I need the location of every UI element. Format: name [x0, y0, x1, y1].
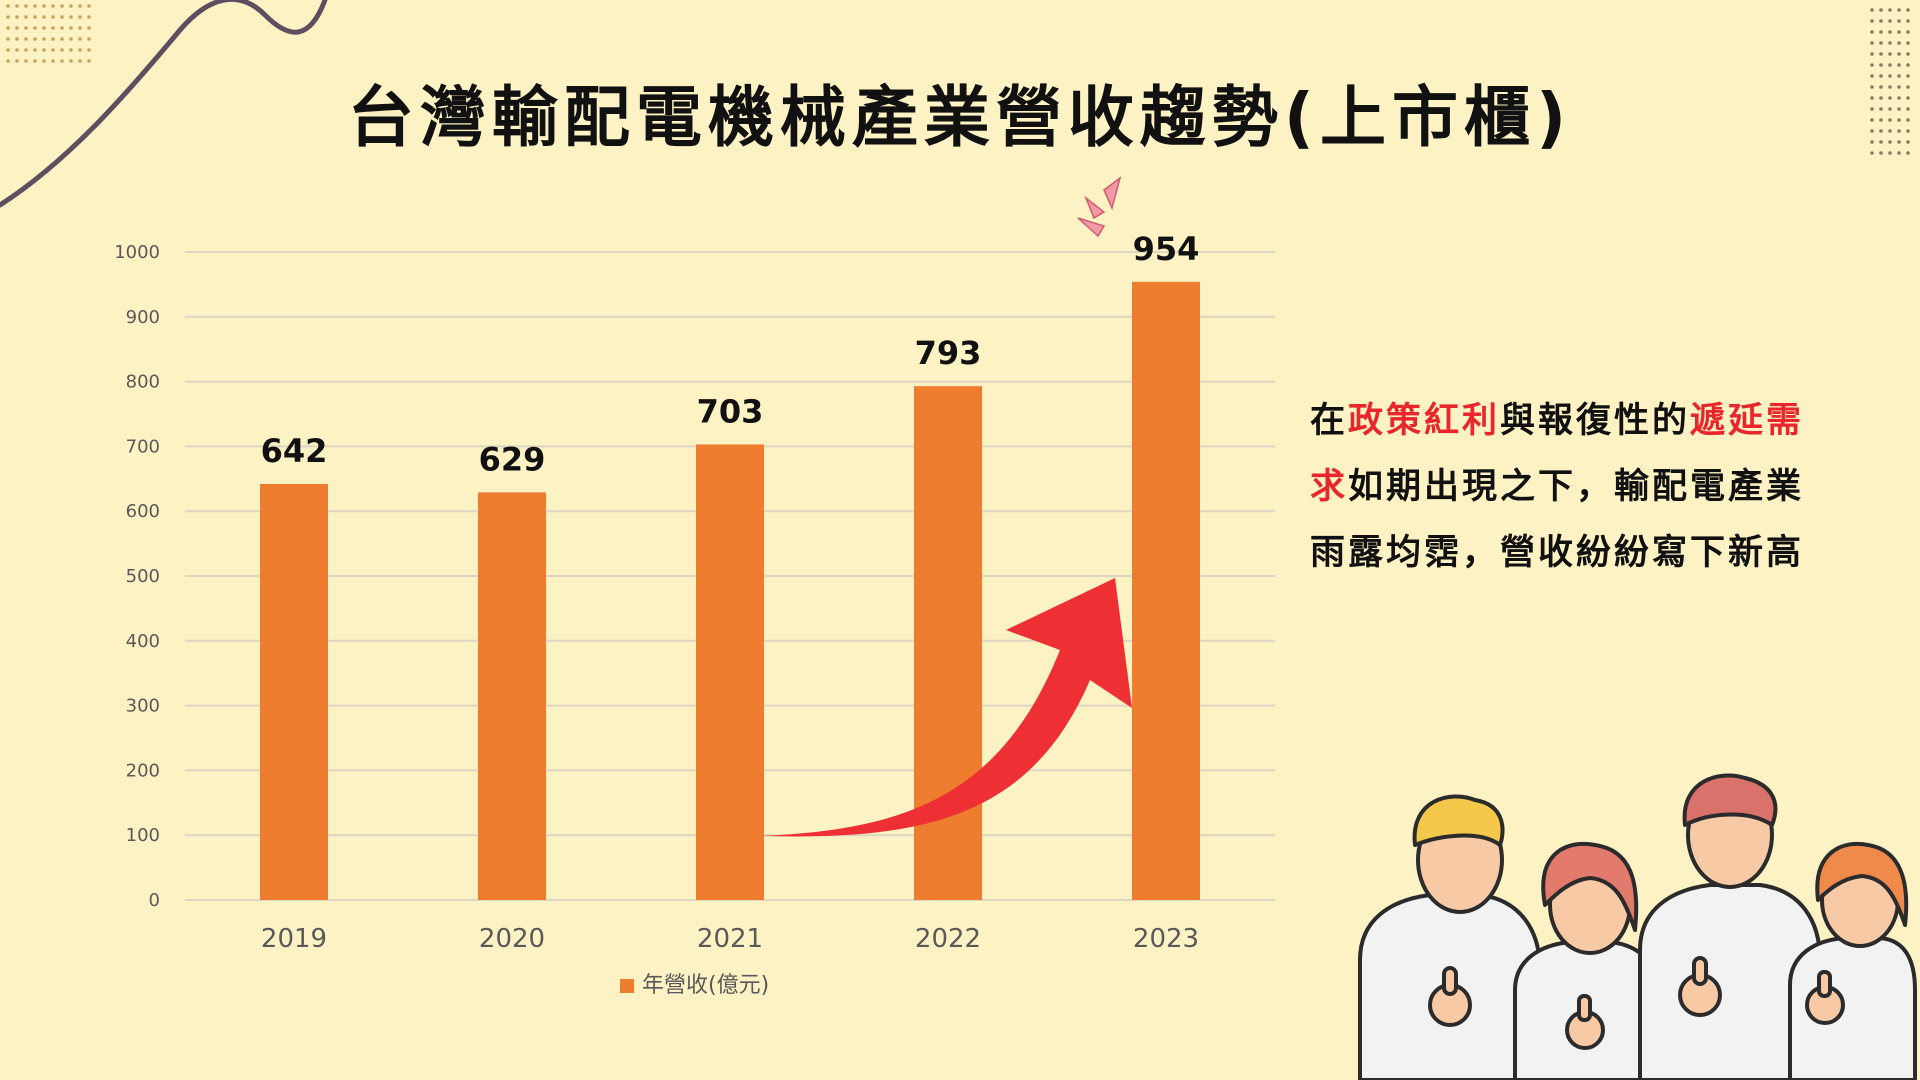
x-tick-label: 2022	[915, 924, 981, 954]
description-segment: 雨露均霑，營收紛紛寫下新高	[1310, 533, 1805, 573]
legend: 年營收(億元)	[620, 973, 769, 998]
page-title: 台灣輸配電機械產業營收趨勢(上市櫃)	[347, 79, 1573, 156]
x-tick-label: 2023	[1133, 924, 1199, 954]
y-tick-label: 500	[126, 566, 160, 587]
description-segment: 與報復性的	[1500, 401, 1691, 441]
y-tick-label: 800	[126, 372, 160, 393]
bar	[1132, 281, 1200, 900]
y-tick-label: 600	[126, 501, 160, 522]
y-tick-label: 900	[126, 307, 160, 328]
data-label: 954	[1133, 230, 1200, 268]
description-highlight: 遞延需	[1690, 401, 1805, 441]
x-tick-label: 2019	[261, 924, 327, 954]
y-tick-label: 100	[126, 825, 160, 846]
y-tick-label: 700	[126, 436, 160, 457]
description-highlight: 求	[1310, 467, 1349, 507]
y-tick-label: 1000	[114, 242, 160, 263]
sparkle-icon	[1077, 176, 1122, 238]
description-highlight: 政策紅利	[1348, 401, 1501, 441]
legend-label: 年營收(億元)	[642, 973, 769, 998]
data-labels: 642 629 703 793 954	[261, 230, 1200, 479]
bars	[260, 281, 1200, 900]
dot-grid-top-right	[1870, 8, 1910, 155]
data-label: 703	[697, 392, 764, 430]
x-tick-label: 2020	[479, 924, 545, 954]
legend-swatch	[620, 979, 634, 993]
description-segment: 如期出現之下，輸配電產業	[1348, 467, 1805, 507]
description-line-2: 求如期出現之下，輸配電產業	[1310, 454, 1870, 520]
revenue-bar-chart: 0 100 200 300 400 500 600 700 800 900 1000 2019 202…	[114, 230, 1275, 998]
growth-arrow-icon	[760, 578, 1132, 837]
y-tick-label: 300	[126, 696, 160, 717]
people-thumbs-up-illustration	[1358, 773, 1917, 1080]
y-tick-label: 0	[149, 890, 160, 911]
description-segment: 在	[1310, 401, 1349, 441]
data-label: 793	[915, 334, 982, 372]
y-tick-label: 400	[126, 631, 160, 652]
bar	[478, 492, 546, 900]
bar	[696, 444, 764, 900]
y-axis-ticks: 0 100 200 300 400 500 600 700 800 900 1000	[114, 242, 160, 911]
description-line-1: 在政策紅利與報復性的遞延需	[1310, 388, 1870, 454]
data-label: 629	[479, 440, 546, 478]
description-text: 在政策紅利與報復性的遞延需 求如期出現之下，輸配電產業 雨露均霑，營收紛紛寫下新…	[1310, 388, 1870, 586]
dot-grid-top-left	[6, 4, 91, 63]
bar	[260, 483, 328, 900]
x-tick-label: 2021	[697, 924, 763, 954]
description-line-3: 雨露均霑，營收紛紛寫下新高	[1310, 520, 1870, 586]
swirl-line-decoration	[0, 0, 328, 208]
data-label: 642	[261, 432, 328, 470]
y-tick-label: 200	[126, 760, 160, 781]
x-axis-ticks: 2019 2020 2021 2022 2023	[261, 924, 1199, 954]
